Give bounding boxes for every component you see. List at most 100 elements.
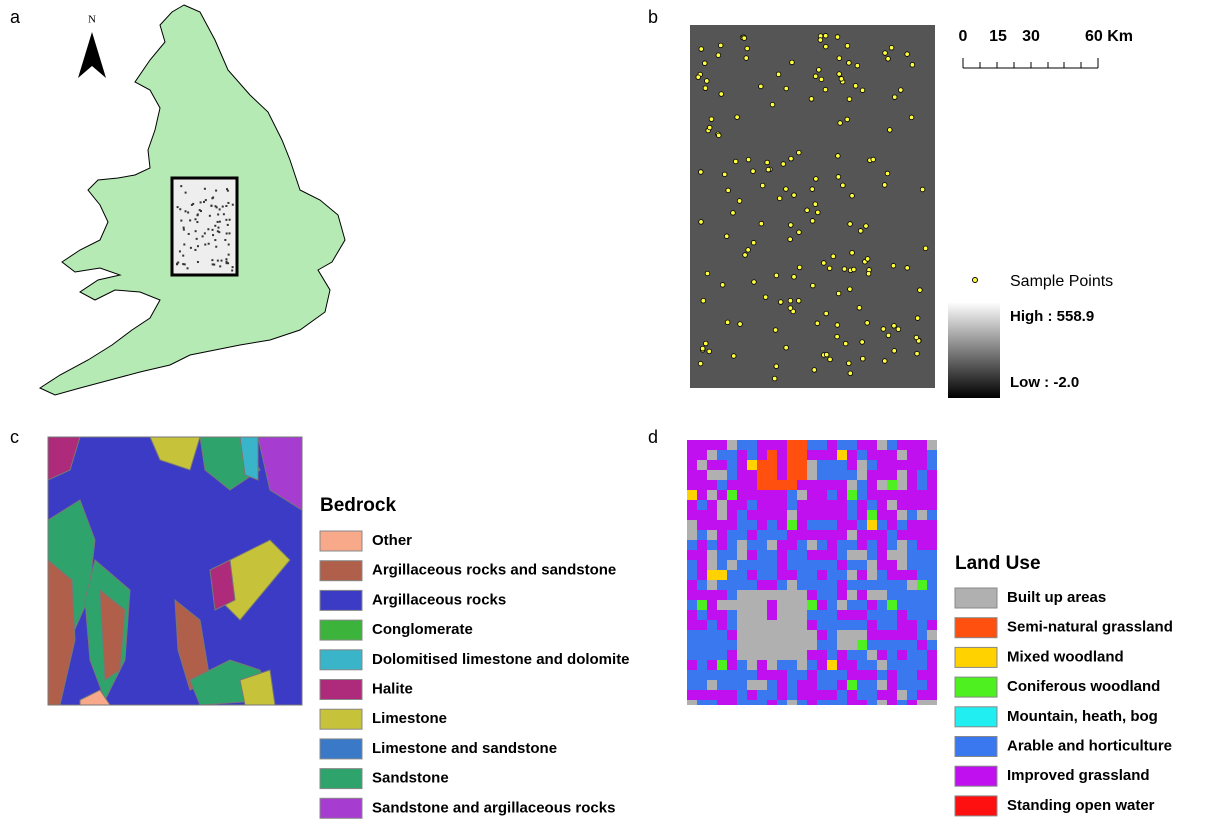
sample-point xyxy=(778,300,783,305)
landuse-cell xyxy=(767,500,777,510)
landuse-cell xyxy=(907,650,917,660)
sample-point xyxy=(909,115,914,120)
landuse-cell xyxy=(707,470,717,480)
landuse-cell xyxy=(917,680,927,690)
legend-swatch xyxy=(955,588,997,608)
landuse-cell xyxy=(917,440,927,450)
landuse-cell xyxy=(797,700,807,705)
landuse-cell xyxy=(807,620,817,630)
landuse-cell xyxy=(797,520,807,530)
landuse-cell xyxy=(877,570,887,580)
landuse-cell xyxy=(717,560,727,570)
landuse-cell xyxy=(787,460,797,470)
landuse-cell xyxy=(907,490,917,500)
landuse-cell xyxy=(717,580,727,590)
sample-point xyxy=(882,359,887,364)
landuse-cell xyxy=(737,470,747,480)
legend-title: Bedrock xyxy=(320,495,396,516)
sample-point xyxy=(860,88,865,93)
landuse-cell xyxy=(927,580,937,590)
dot xyxy=(196,221,198,223)
landuse-cell xyxy=(927,570,937,580)
landuse-cell xyxy=(687,620,697,630)
landuse-cell xyxy=(917,660,927,670)
landuse-cell xyxy=(817,660,827,670)
landuse-cell xyxy=(737,490,747,500)
sample-point xyxy=(720,283,725,288)
landuse-cell xyxy=(887,440,897,450)
landuse-cell xyxy=(847,690,857,700)
landuse-cell xyxy=(827,440,837,450)
landuse-cell xyxy=(777,500,787,510)
dot xyxy=(219,221,221,223)
dot xyxy=(195,230,197,232)
landuse-cell xyxy=(897,680,907,690)
sample-point xyxy=(811,283,816,288)
landuse-cell xyxy=(867,670,877,680)
landuse-cell xyxy=(927,610,937,620)
landuse-cell xyxy=(707,450,717,460)
sample-point xyxy=(719,92,724,97)
landuse-cell xyxy=(787,560,797,570)
sample-point xyxy=(845,117,850,122)
landuse-cell xyxy=(827,670,837,680)
landuse-cell xyxy=(777,610,787,620)
landuse-cell xyxy=(787,470,797,480)
sample-point xyxy=(752,280,757,285)
landuse-cell xyxy=(867,700,877,705)
landuse-cell xyxy=(827,700,837,705)
landuse-cell xyxy=(737,600,747,610)
dot xyxy=(182,255,184,257)
landuse-cell xyxy=(877,540,887,550)
landuse-cell xyxy=(757,700,767,705)
landuse-cell xyxy=(807,650,817,660)
landuse-cell xyxy=(877,580,887,590)
landuse-cell xyxy=(877,510,887,520)
sample-point xyxy=(784,187,789,192)
sample-point xyxy=(915,316,920,321)
legend-label: Coniferous woodland xyxy=(1007,678,1160,695)
landuse-cell xyxy=(777,460,787,470)
landuse-cell xyxy=(697,620,707,630)
landuse-cell xyxy=(767,450,777,460)
dot xyxy=(187,267,189,269)
landuse-cell xyxy=(787,500,797,510)
sample-point xyxy=(838,121,843,126)
landuse-cell xyxy=(797,660,807,670)
landuse-cell xyxy=(727,690,737,700)
landuse-cell xyxy=(817,450,827,460)
landuse-cell xyxy=(867,450,877,460)
landuse-cell xyxy=(697,540,707,550)
landuse-cell xyxy=(717,510,727,520)
landuse-cell xyxy=(687,640,697,650)
sample-point xyxy=(850,251,855,256)
dot xyxy=(228,232,230,234)
landuse-cell xyxy=(787,450,797,460)
dot xyxy=(180,220,182,222)
landuse-cell xyxy=(887,640,897,650)
landuse-cell xyxy=(717,520,727,530)
landuse-cell xyxy=(897,530,907,540)
legend-label: Halite xyxy=(372,680,413,697)
landuse-cell xyxy=(757,610,767,620)
landuse-cell xyxy=(767,650,777,660)
landuse-cell xyxy=(827,690,837,700)
sample-point xyxy=(765,160,770,165)
landuse-cell xyxy=(837,560,847,570)
landuse-cell xyxy=(847,700,857,705)
landuse-cell xyxy=(857,580,867,590)
landuse-cell xyxy=(897,520,907,530)
landuse-cell xyxy=(927,460,937,470)
sample-point xyxy=(885,171,890,176)
sample-point xyxy=(700,346,705,351)
dot xyxy=(227,224,229,226)
landuse-cell xyxy=(767,550,777,560)
landuse-cell xyxy=(817,580,827,590)
landuse-cell xyxy=(877,490,887,500)
landuse-cell xyxy=(817,590,827,600)
landuse-cell xyxy=(907,500,917,510)
landuse-cell xyxy=(827,520,837,530)
landuse-cell xyxy=(697,590,707,600)
landuse-cell xyxy=(917,570,927,580)
sample-point xyxy=(857,306,862,311)
